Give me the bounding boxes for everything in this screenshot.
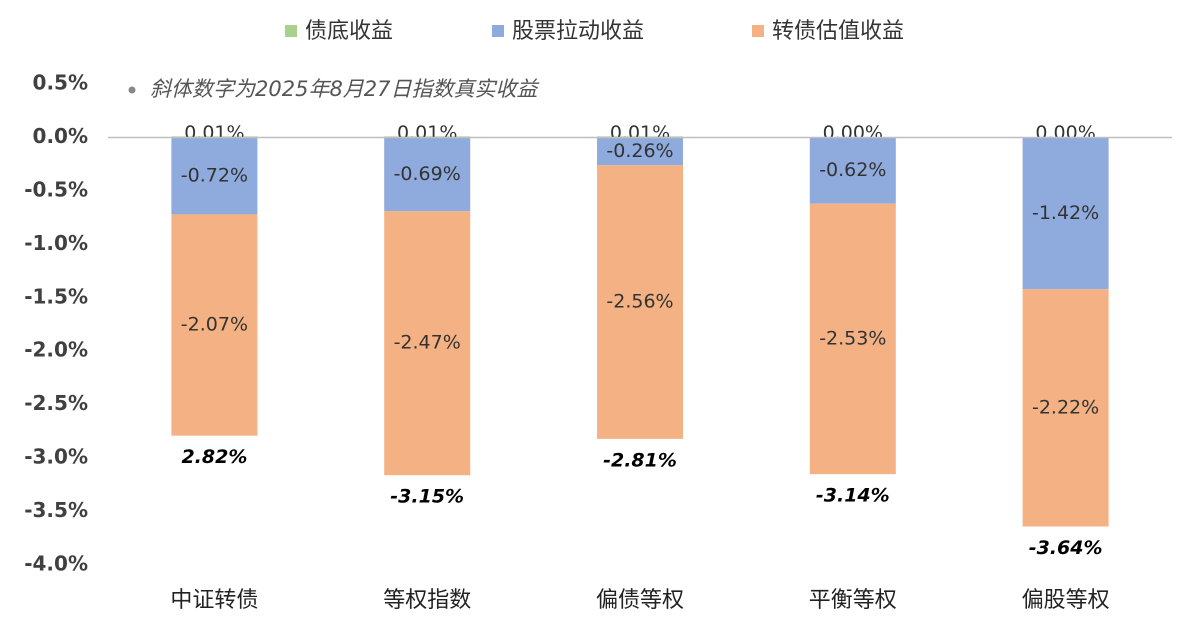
value-label: -2.22%	[1032, 396, 1099, 418]
bar-segment	[171, 137, 258, 215]
y-tick-label: 0.5%	[33, 71, 88, 95]
value-label: -2.47%	[394, 332, 461, 354]
value-label: -2.56%	[606, 291, 673, 313]
annotation: 斜体数字为2025年8月27日指数真实收益	[150, 77, 541, 101]
x-tick-label: 中证转债	[170, 588, 258, 613]
total-label: -3.15%	[390, 486, 464, 508]
bar-segment	[384, 211, 471, 476]
bar-segment	[597, 137, 683, 166]
value-label: -0.69%	[394, 163, 461, 185]
value-label: -2.07%	[181, 314, 248, 336]
y-tick-label: -2.5%	[24, 391, 88, 415]
total-label: -3.14%	[816, 485, 890, 507]
value-label: -0.26%	[606, 140, 673, 162]
value-label: -0.62%	[819, 159, 886, 181]
legend-label: 转债估值收益	[772, 19, 904, 44]
x-tick-label: 平衡等权	[809, 588, 897, 613]
annotation-bullet	[128, 86, 136, 94]
bar-segment	[809, 137, 896, 204]
bar-segment	[1022, 289, 1109, 527]
y-tick-label: -3.5%	[24, 498, 88, 522]
value-label: -1.42%	[1032, 202, 1099, 224]
legend-swatch	[752, 25, 764, 37]
y-tick-label: -0.5%	[24, 177, 88, 201]
total-label: -3.64%	[1029, 537, 1103, 559]
legend-label: 债底收益	[305, 19, 393, 44]
total-label: 2.82%	[181, 446, 247, 468]
bar-segment	[1022, 137, 1109, 290]
bar-segment	[809, 203, 896, 475]
y-tick-label: -4.0%	[24, 552, 88, 576]
legend-swatch	[492, 25, 504, 37]
y-tick-label: -3.0%	[24, 445, 88, 469]
x-tick-label: 偏债等权	[596, 588, 684, 613]
total-label: -2.81%	[603, 449, 677, 471]
x-tick-label: 等权指数	[383, 588, 471, 613]
bar-segment	[171, 214, 258, 436]
value-label: -2.53%	[819, 327, 886, 349]
bar-segment	[384, 137, 471, 212]
y-tick-label: -1.5%	[24, 284, 88, 308]
legend-swatch	[285, 25, 297, 37]
y-tick-label: 0.0%	[33, 124, 88, 148]
x-tick-label: 偏股等权	[1022, 588, 1110, 613]
y-tick-label: -2.0%	[24, 338, 88, 362]
value-label: -0.72%	[181, 164, 248, 186]
bar-segment	[597, 165, 683, 439]
legend-label: 股票拉动收益	[512, 19, 644, 44]
y-tick-label: -1.0%	[24, 231, 88, 255]
